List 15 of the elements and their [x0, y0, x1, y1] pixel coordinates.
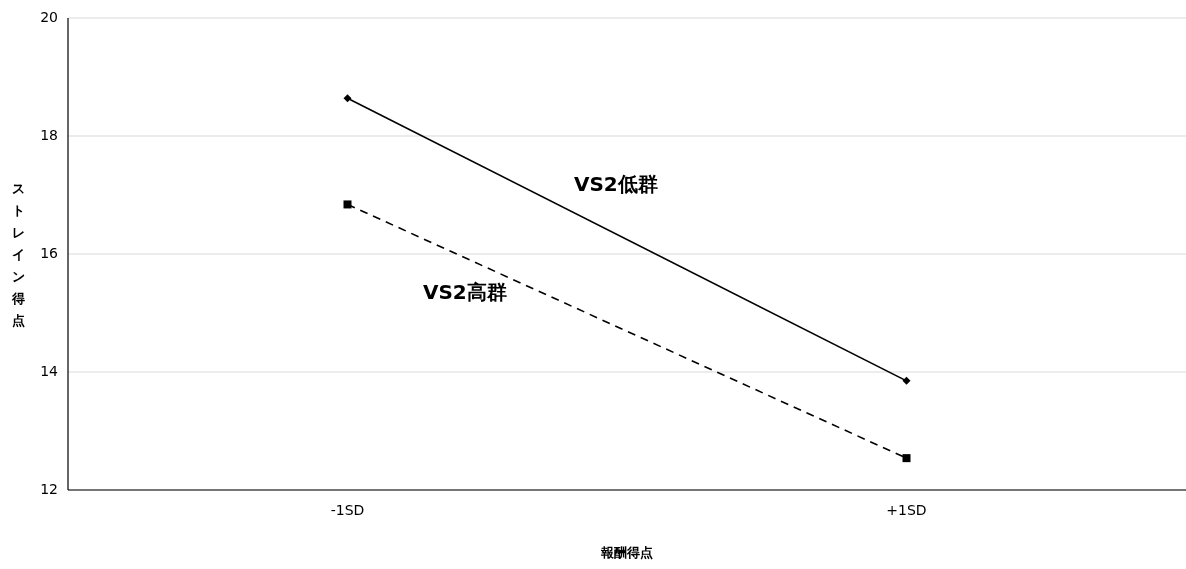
point [343, 200, 352, 209]
y-tick-label: 18 [40, 127, 58, 143]
point [343, 94, 352, 103]
series-label: VS2低群 [573, 172, 658, 197]
x-axis-title: 報酬得点 [600, 545, 653, 560]
point [902, 376, 911, 385]
point [902, 454, 911, 463]
x-tick-label: -1SD [330, 502, 365, 518]
x-tick-label: +1SD [886, 502, 927, 518]
y-tick-label: 14 [40, 363, 59, 379]
y-tick-label: 12 [40, 481, 58, 497]
y-tick-label: 20 [40, 9, 58, 25]
series-label: VS2高群 [422, 280, 507, 305]
y-axis-title: ストレイン得点 [10, 181, 25, 328]
y-tick-label: 16 [40, 245, 59, 261]
